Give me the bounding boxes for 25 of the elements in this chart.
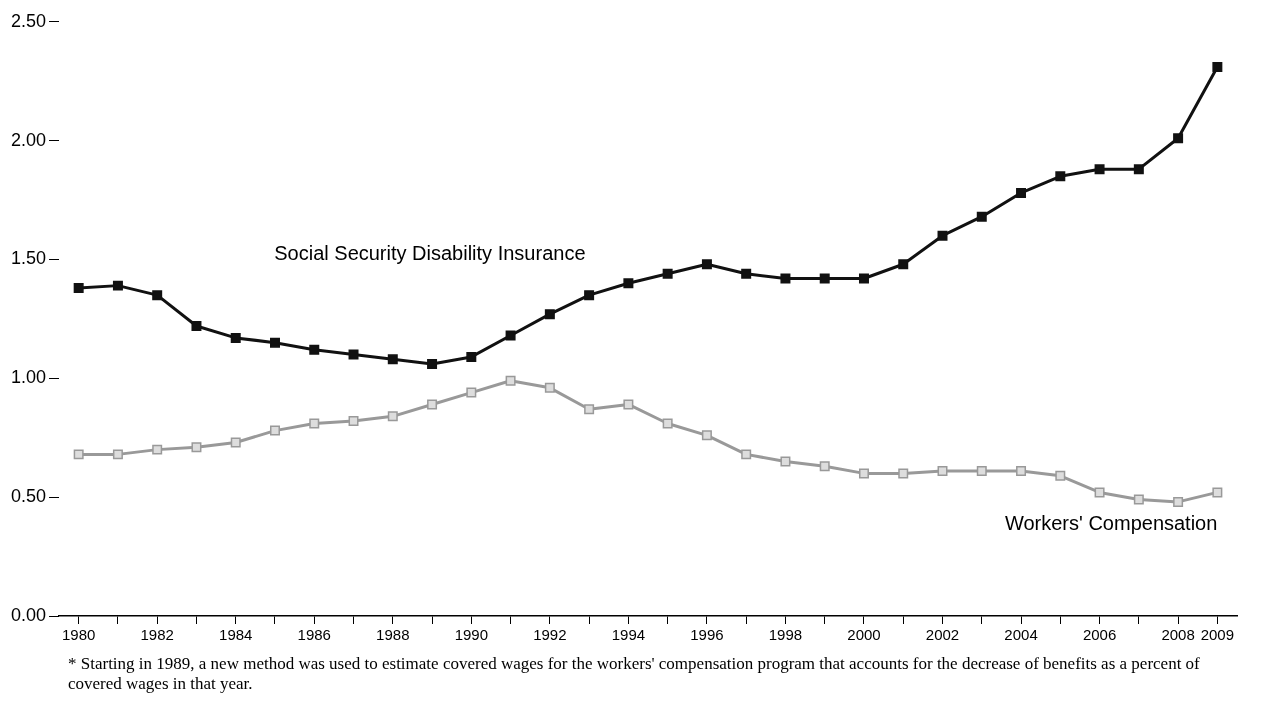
y-tick-label: 2.50 [10, 10, 47, 31]
text: * Starting in 1989, a new method was used to estimate covered wages for the workers' compensation program that accounts for the decrease of benefits as a percent of covered wages in that year. [68, 654, 1201, 694]
y-tick-label: 2.00 [10, 129, 47, 150]
x-tick-label: 2006 [1082, 626, 1117, 644]
y-tick-label: 0.00 [10, 604, 47, 625]
x-tick-label: 2000 [847, 626, 881, 644]
series-label: Workers' Compensation [1004, 511, 1218, 534]
x-tick-label: 1990 [454, 626, 489, 644]
x-tick-label: 1984 [219, 626, 253, 644]
x-tick-label: 1986 [297, 626, 331, 644]
y-tick-label: 0.50 [10, 486, 47, 507]
x-tick-label: 1996 [690, 626, 724, 644]
x-tick-label: 1982 [140, 626, 174, 644]
x-tick-label: 1992 [533, 626, 567, 644]
x-tick-label: 2008 [1161, 626, 1195, 644]
x-tick-label: 2004 [1004, 626, 1038, 644]
y-tick-label: 1.50 [10, 248, 47, 269]
x-tick-label: 1988 [376, 626, 410, 644]
x-tick-label: 2002 [925, 626, 960, 644]
x-tick-label: 2009 [1200, 626, 1235, 644]
series-label: Social Security Disability Insurance [274, 242, 586, 265]
y-tick-label: 1.00 [10, 367, 47, 388]
x-tick-label: 1994 [611, 626, 646, 644]
x-tick-label: 1980 [61, 626, 96, 644]
x-tick-label: 1998 [768, 626, 803, 644]
